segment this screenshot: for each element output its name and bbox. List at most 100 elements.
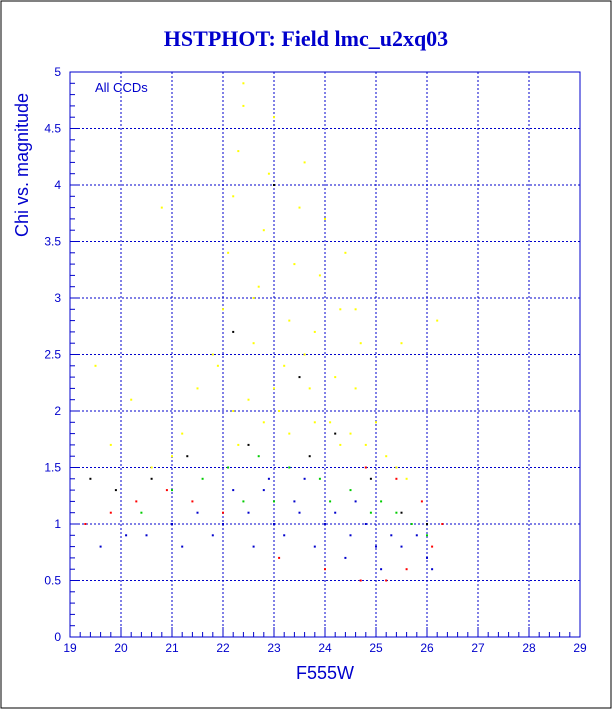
data-point — [150, 477, 153, 480]
data-point — [222, 308, 224, 311]
data-point — [222, 523, 224, 525]
data-point — [201, 477, 204, 480]
data-point — [247, 443, 250, 446]
data-point — [375, 545, 377, 548]
data-point — [354, 308, 357, 311]
data-point — [273, 500, 275, 503]
data-point — [232, 330, 235, 333]
data-point — [140, 511, 143, 514]
data-point — [369, 477, 372, 480]
data-point — [109, 511, 112, 514]
data-point — [181, 432, 184, 435]
data-point — [390, 534, 393, 537]
data-point — [410, 523, 413, 525]
grid — [69, 71, 581, 638]
data-point — [145, 534, 148, 537]
data-point — [150, 466, 153, 469]
data-point — [318, 477, 321, 480]
x-tick-label: 27 — [471, 641, 485, 655]
data-point — [283, 364, 286, 367]
x-axis-label: F555W — [296, 663, 354, 683]
y-tick-label: 2.5 — [44, 348, 61, 362]
data-point — [334, 376, 337, 379]
x-tick-label: 22 — [216, 641, 230, 655]
data-point — [216, 364, 219, 367]
data-point — [420, 500, 423, 503]
data-point — [349, 489, 352, 492]
y-axis-label: Chi vs. magnitude — [12, 93, 32, 237]
y-tick-label: 0 — [54, 630, 61, 644]
data-point — [293, 263, 296, 266]
data-point — [252, 297, 255, 299]
data-point — [237, 150, 240, 153]
x-tick-label: 29 — [573, 641, 587, 655]
data-point — [303, 477, 306, 480]
data-point — [293, 500, 296, 503]
data-point — [257, 455, 260, 458]
y-tick-label: 0.5 — [44, 574, 61, 588]
data-point — [196, 387, 199, 390]
data-point — [344, 251, 347, 254]
y-tick-label: 2 — [54, 404, 61, 418]
annotation-label: All CCDs — [95, 80, 148, 95]
y-tick-label: 1 — [54, 517, 61, 531]
data-point — [329, 500, 332, 503]
y-tick-label: 3.5 — [44, 235, 61, 249]
data-point — [380, 500, 383, 503]
y-tick-label: 4.5 — [44, 122, 61, 136]
data-point — [288, 466, 291, 469]
data-point — [257, 285, 260, 288]
data-point — [364, 443, 367, 446]
data-point — [395, 466, 398, 469]
data-point — [232, 410, 235, 412]
data-point — [426, 523, 428, 525]
data-point — [232, 195, 235, 198]
data-point — [242, 104, 245, 107]
data-point — [436, 319, 439, 322]
data-point — [171, 523, 173, 525]
data-point — [303, 353, 306, 356]
y-tick-label: 1.5 — [44, 461, 61, 475]
data-point — [211, 534, 214, 537]
data-point — [359, 342, 362, 345]
data-point — [303, 161, 306, 164]
data-point — [364, 466, 367, 469]
y-tick-label: 3 — [54, 291, 61, 305]
data-point — [114, 489, 117, 492]
data-point — [400, 545, 403, 548]
data-point — [395, 477, 398, 480]
data-point — [354, 500, 357, 503]
data-point — [283, 534, 286, 537]
data-point — [359, 579, 362, 582]
data-point — [252, 545, 255, 548]
data-point — [313, 330, 316, 333]
data-point — [262, 489, 265, 492]
data-point — [191, 500, 194, 503]
data-point — [160, 206, 163, 209]
data-point — [186, 455, 189, 458]
data-point — [339, 443, 342, 446]
data-point — [349, 534, 352, 537]
data-point — [196, 511, 199, 514]
data-point — [324, 523, 326, 525]
data-point — [84, 523, 87, 525]
data-point — [400, 342, 403, 345]
data-point — [227, 251, 230, 254]
data-point — [364, 523, 367, 525]
data-point — [135, 500, 138, 503]
data-point — [298, 376, 301, 379]
data-point — [267, 477, 270, 480]
data-point — [171, 489, 173, 492]
data-point — [354, 387, 357, 390]
data-point — [222, 511, 224, 514]
data-point — [385, 579, 388, 582]
data-point — [349, 432, 352, 435]
data-point — [99, 545, 102, 548]
data-point — [405, 477, 408, 480]
data-point — [313, 421, 316, 424]
data-point — [431, 545, 434, 548]
x-tick-label: 28 — [522, 641, 536, 655]
